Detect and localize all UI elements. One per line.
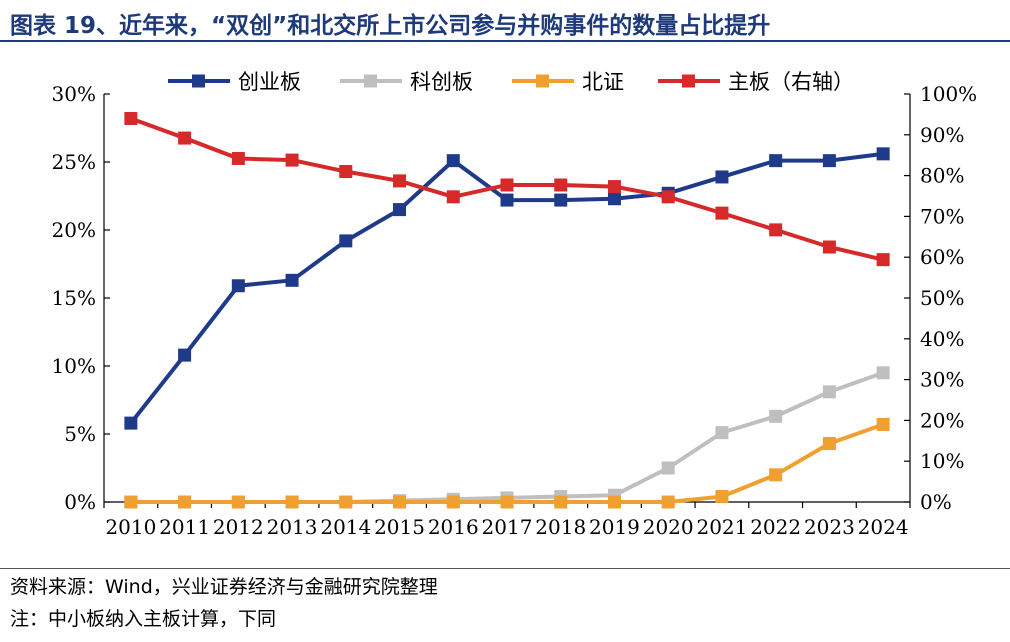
series-3-point — [876, 417, 890, 431]
right-tick-label: 30% — [920, 368, 964, 392]
series-2-point — [661, 461, 675, 475]
series-4-point — [500, 178, 514, 192]
series-1-point — [178, 348, 192, 362]
left-tick-label: 10% — [52, 354, 96, 378]
left-tick-label: 15% — [52, 286, 96, 310]
left-tick-label: 5% — [64, 422, 96, 446]
right-tick-label: 0% — [920, 490, 952, 514]
right-tick-label: 70% — [920, 204, 964, 228]
legend-label: 科创板 — [410, 70, 473, 94]
series-1-point — [393, 203, 407, 217]
series-3-point — [393, 495, 407, 509]
series-4-point — [393, 174, 407, 188]
series-3-point — [285, 495, 299, 509]
series-line-3 — [130, 422, 884, 504]
series-3-point — [661, 495, 675, 509]
series-3-point — [124, 495, 138, 509]
series-2-point — [715, 426, 729, 440]
x-tick-label: 2017 — [482, 515, 533, 539]
x-tick-label: 2013 — [267, 515, 318, 539]
series-1-point — [554, 193, 568, 207]
series-1-point — [822, 154, 836, 168]
series-3-point — [715, 490, 729, 504]
x-tick-label: 2015 — [374, 515, 425, 539]
series-1-point — [124, 416, 138, 430]
x-tick-label: 2020 — [643, 515, 694, 539]
chart-title: 图表 19、近年来，“双创”和北交所上市公司参与并购事件的数量占比提升 — [10, 13, 771, 39]
series-4-point — [178, 131, 192, 145]
right-tick-label: 10% — [920, 449, 964, 473]
series-2-point — [822, 385, 836, 399]
legend-label: 创业板 — [238, 70, 301, 94]
series-4-point — [769, 223, 783, 237]
series-4-point — [446, 190, 460, 204]
series-4-point — [822, 240, 836, 254]
x-tick-label: 2016 — [428, 515, 479, 539]
source-note: 资料来源：Wind，兴业证券经济与金融研究院整理 — [10, 576, 438, 598]
right-tick-label: 40% — [920, 327, 964, 351]
x-tick-label: 2010 — [105, 515, 156, 539]
left-tick-label: 30% — [52, 82, 96, 106]
series-1-point — [285, 273, 299, 287]
right-tick-label: 90% — [920, 123, 964, 147]
left-tick-label: 0% — [64, 490, 96, 514]
series-2-point — [876, 366, 890, 380]
series-3-point — [500, 495, 514, 509]
series-3-point — [607, 495, 621, 509]
chart-area: 0% 5% 10% 15% 20% 25% 30% 0% 10% 20% 30% 40% 50% 60% 7… — [0, 44, 1010, 566]
left-tick-label: 20% — [52, 218, 96, 242]
series-3-point — [446, 495, 460, 509]
series-1-point — [231, 279, 245, 293]
x-tick-label: 2023 — [804, 515, 855, 539]
series-3-point — [178, 495, 192, 509]
series-1-point — [769, 154, 783, 168]
series-1-point — [607, 192, 621, 206]
x-tick-label: 2012 — [213, 515, 264, 539]
series-line-2 — [130, 370, 884, 504]
x-tick-label: 2014 — [320, 515, 371, 539]
legend-swatch-marker — [682, 74, 695, 88]
series-4-point — [607, 180, 621, 194]
x-tick-label: 2021 — [696, 515, 747, 539]
series-4-point — [715, 206, 729, 220]
right-tick-label: 100% — [920, 82, 977, 106]
x-tick-label: 2019 — [589, 515, 640, 539]
series-4-point — [124, 111, 138, 125]
right-tick-label: 50% — [920, 286, 964, 310]
legend-label: 北证 — [582, 70, 624, 94]
series-3-point — [769, 468, 783, 482]
series-4-point — [231, 151, 245, 165]
title-bar: 图表 19、近年来，“双创”和北交所上市公司参与并购事件的数量占比提升 — [0, 0, 1010, 42]
left-tick-label: 25% — [52, 150, 96, 174]
series-4-point — [876, 253, 890, 267]
series-3-point — [339, 495, 353, 509]
legend-swatch-marker — [536, 74, 549, 88]
series-1-point — [500, 193, 514, 207]
x-tick-label: 2018 — [535, 515, 586, 539]
series-2-point — [769, 409, 783, 423]
x-tick-label: 2011 — [159, 515, 210, 539]
series-3-point — [822, 437, 836, 451]
footnote: 注：中小板纳入主板计算，下同 — [10, 608, 277, 630]
series-1-point — [446, 154, 460, 168]
x-tick-label: 2022 — [750, 515, 801, 539]
right-tick-label: 80% — [920, 164, 964, 188]
line-chart: 0% 5% 10% 15% 20% 25% 30% 0% 10% 20% 30% 40% 50% 60% 7… — [52, 70, 978, 539]
series-4-point — [554, 178, 568, 192]
x-tick-label: 2024 — [858, 515, 909, 539]
series-4-point — [285, 153, 299, 167]
series-1-point — [715, 170, 729, 184]
series-1-point — [339, 234, 353, 248]
series-3-point — [554, 495, 568, 509]
right-tick-label: 60% — [920, 245, 964, 269]
legend-label: 主板（右轴） — [728, 70, 854, 94]
series-1-point — [876, 147, 890, 161]
legend-swatch-marker — [364, 74, 377, 88]
series-4-point — [661, 190, 675, 204]
legend-swatch-marker — [192, 74, 205, 88]
right-tick-label: 20% — [920, 408, 964, 432]
series-4-point — [339, 165, 353, 179]
series-3-point — [231, 495, 245, 509]
footer-divider — [0, 568, 1010, 569]
